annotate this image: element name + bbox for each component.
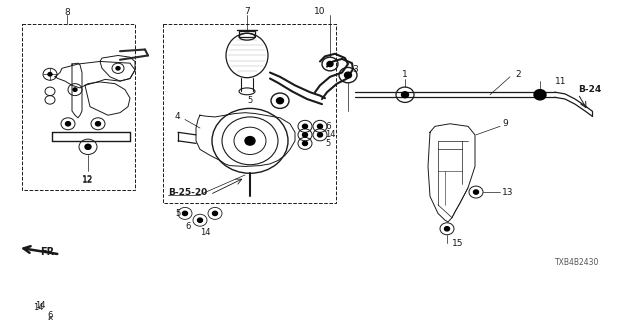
Circle shape: [276, 98, 284, 104]
Circle shape: [303, 141, 307, 146]
Text: 12: 12: [83, 176, 93, 186]
Circle shape: [182, 211, 188, 216]
Circle shape: [48, 73, 52, 76]
Circle shape: [534, 90, 546, 100]
Circle shape: [317, 133, 323, 137]
Text: 15: 15: [452, 239, 463, 248]
Circle shape: [474, 190, 479, 194]
Text: B-25-20: B-25-20: [168, 188, 207, 196]
Text: 6: 6: [185, 222, 190, 231]
Text: 11: 11: [555, 76, 566, 85]
Circle shape: [73, 88, 77, 91]
Text: 14: 14: [325, 130, 335, 140]
Text: 14: 14: [33, 303, 44, 312]
Circle shape: [198, 218, 202, 222]
Text: 5: 5: [325, 139, 330, 148]
Circle shape: [317, 124, 323, 128]
Text: 6: 6: [325, 122, 331, 131]
Text: B-24: B-24: [578, 85, 601, 94]
Circle shape: [95, 122, 100, 126]
Circle shape: [303, 124, 307, 128]
Bar: [239, 31, 255, 37]
Text: 5: 5: [175, 209, 180, 218]
Text: 5: 5: [247, 96, 252, 105]
Text: 13: 13: [502, 188, 513, 196]
Circle shape: [85, 144, 91, 149]
Circle shape: [116, 67, 120, 70]
Circle shape: [344, 72, 351, 78]
Circle shape: [445, 227, 449, 231]
Circle shape: [327, 61, 333, 67]
Text: 9: 9: [502, 119, 508, 128]
Bar: [163, 24, 336, 203]
Text: TXB4B2430: TXB4B2430: [555, 259, 600, 268]
Text: FR.: FR.: [40, 247, 58, 257]
Circle shape: [245, 137, 255, 145]
Text: 7: 7: [244, 7, 250, 16]
Text: 12: 12: [83, 175, 93, 184]
Bar: [22, 24, 135, 190]
Text: 2: 2: [515, 70, 520, 79]
Circle shape: [303, 133, 307, 137]
Text: 3: 3: [352, 66, 358, 75]
Circle shape: [401, 92, 408, 98]
Circle shape: [212, 211, 218, 216]
Text: 14: 14: [200, 228, 211, 237]
Circle shape: [65, 122, 70, 126]
Text: 6: 6: [47, 311, 52, 320]
Text: 8: 8: [64, 8, 70, 17]
Text: 6: 6: [47, 316, 52, 320]
Text: 1: 1: [402, 70, 408, 79]
Text: 10: 10: [314, 7, 325, 16]
Text: 14: 14: [35, 301, 45, 310]
Text: 4: 4: [175, 112, 180, 121]
